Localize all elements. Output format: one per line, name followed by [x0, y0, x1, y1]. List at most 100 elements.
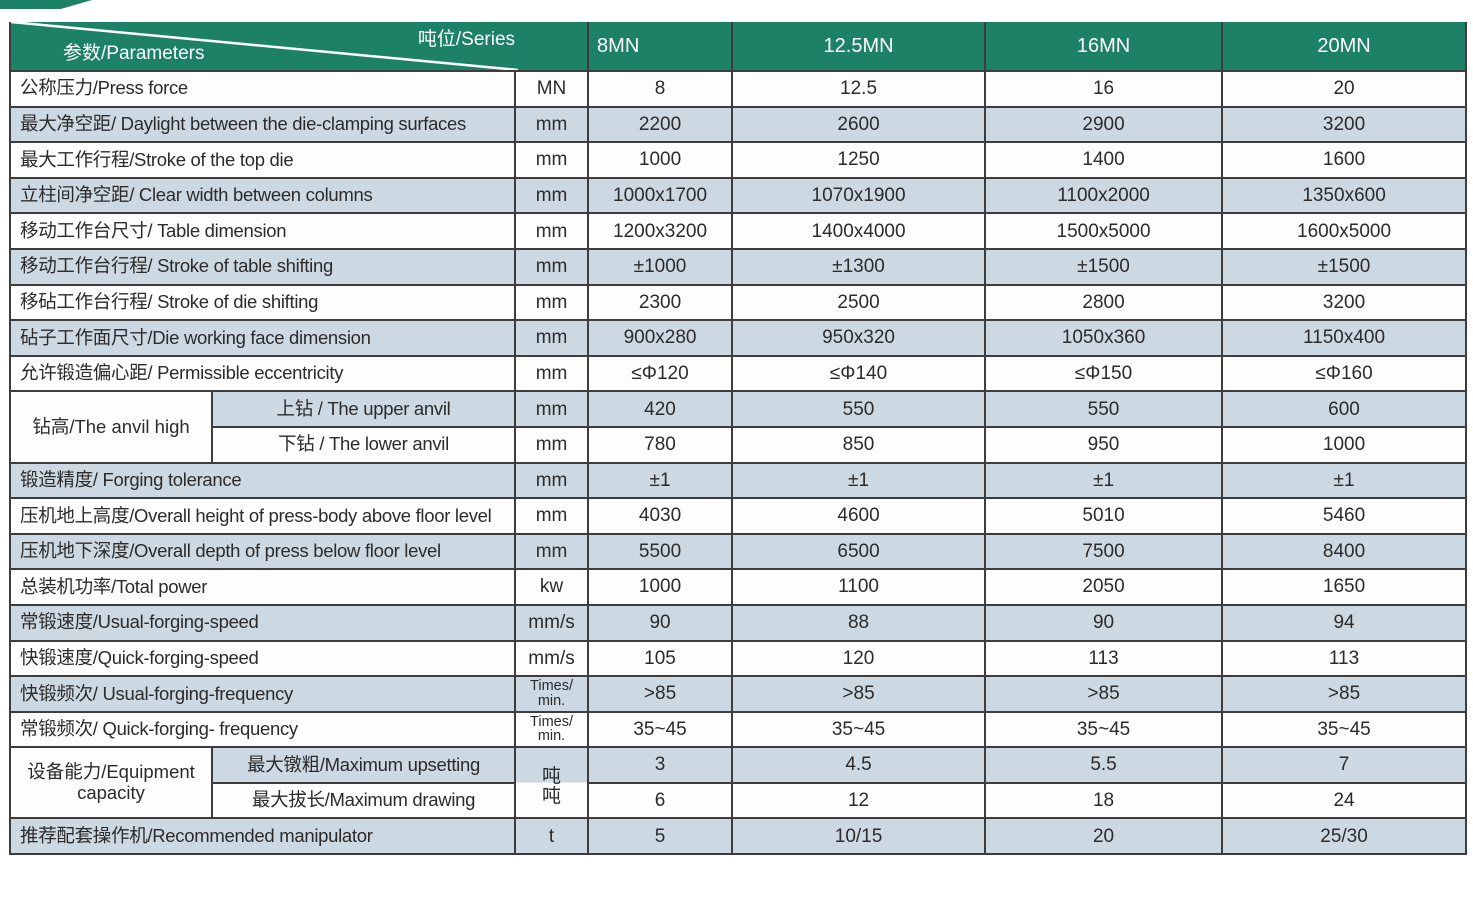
value-cell: 3200: [1221, 105, 1468, 144]
value-cell: 420: [587, 390, 734, 428]
value-cell: 550: [984, 390, 1224, 428]
value-cell: 1200x3200: [587, 212, 734, 250]
value-cell: 2800: [984, 283, 1224, 322]
value-cell: 950x320: [731, 319, 987, 357]
value-cell: ≤Φ150: [984, 354, 1224, 393]
value-cell: 25/30: [1221, 817, 1468, 856]
value-cell: 1000: [587, 568, 734, 606]
param-label: 快锻速度/Quick-forging-speed: [9, 639, 516, 678]
table-row: 压机地上高度/Overall height of press-body abov…: [9, 497, 1468, 535]
value-cell: 600: [1221, 390, 1468, 428]
value-cell: >85: [731, 675, 987, 713]
value-cell: ±1: [587, 461, 734, 500]
unit-cell: mm: [513, 319, 590, 357]
param-label: 总装机功率/Total power: [9, 568, 516, 606]
value-cell: ±1500: [984, 247, 1224, 286]
param-label: 立柱间净空距/ Clear width between columns: [9, 176, 516, 215]
header-diagonal-cell: 吨位/Series 参数/Parameters: [8, 22, 590, 72]
value-cell: 2600: [731, 105, 987, 144]
param-label: 最大净空距/ Daylight between the die-clamping…: [9, 105, 516, 144]
value-cell: 3: [587, 746, 734, 784]
value-cell: 16: [984, 70, 1224, 108]
spec-table: 吨位/Series 参数/Parameters 8MN 12.5MN 16MN …: [8, 22, 1468, 856]
value-cell: 12: [731, 781, 987, 820]
value-cell: 900x280: [587, 319, 734, 357]
value-cell: 5500: [587, 532, 734, 571]
value-cell: 1500x5000: [984, 212, 1224, 250]
value-cell: >85: [984, 675, 1224, 713]
table-row: 砧子工作面尺寸/Die working face dimension mm 900x…: [9, 319, 1468, 357]
table-row: 最大工作行程/Stroke of the top die mm 1000 1250 14…: [9, 141, 1468, 179]
value-cell: 24: [1221, 781, 1468, 820]
value-cell: 18: [984, 781, 1224, 820]
value-cell: 1100x2000: [984, 176, 1224, 215]
value-cell: 2050: [984, 568, 1224, 606]
value-cell: 4.5: [731, 746, 987, 784]
unit-cell: t: [513, 817, 590, 856]
sub-param-label: 最大镦粗/Maximum upsetting: [211, 746, 516, 784]
value-cell: 8: [587, 70, 734, 108]
value-cell: 8400: [1221, 532, 1468, 571]
value-cell: 7500: [984, 532, 1224, 571]
value-cell: 120: [731, 639, 987, 678]
param-label: 允许锻造偏心距/ Permissible eccentricity: [9, 354, 516, 393]
value-cell: 2500: [731, 283, 987, 322]
table-row: 快锻频次/ Usual-forging-frequency Times/min. >…: [9, 675, 1468, 713]
value-cell: ±1500: [1221, 247, 1468, 286]
value-cell: 1000: [1221, 425, 1468, 464]
table-row: 允许锻造偏心距/ Permissible eccentricity mm ≤Φ120…: [9, 354, 1468, 393]
header-row: 吨位/Series 参数/Parameters 8MN 12.5MN 16MN …: [8, 22, 1468, 72]
group-label: 钻高/The anvil high: [9, 390, 213, 464]
sub-param-label: 最大拔长/Maximum drawing: [211, 781, 516, 820]
value-cell: 1000x1700: [587, 176, 734, 215]
value-cell: 1070x1900: [731, 176, 987, 215]
series-header-label: 吨位/Series: [417, 29, 516, 50]
table-row: 钻高/The anvil high 上钻 / The upper anvil mm 4…: [9, 390, 1468, 464]
unit-cell: mm: [513, 354, 590, 393]
unit-cell: MN: [513, 70, 590, 108]
value-cell: ≤Φ120: [587, 354, 734, 393]
param-label: 砧子工作面尺寸/Die working face dimension: [9, 319, 516, 357]
unit-cell: mm: [513, 425, 590, 464]
param-label: 常锻频次/ Quick-forging- frequency: [9, 710, 516, 749]
value-cell: 1350x600: [1221, 176, 1468, 215]
unit-cell: mm: [513, 497, 590, 535]
value-cell: 35~45: [984, 710, 1224, 749]
sub-param-label: 下钻 / The lower anvil: [211, 425, 516, 464]
unit-cell: mm: [513, 176, 590, 215]
value-cell: 2300: [587, 283, 734, 322]
unit-cell: kw: [513, 568, 590, 606]
value-cell: 105: [587, 639, 734, 678]
value-cell: 88: [731, 603, 987, 642]
table-row: 压机地下深度/Overall depth of press below floo…: [9, 532, 1468, 571]
table-row: 立柱间净空距/ Clear width between columns mm 100…: [9, 176, 1468, 215]
value-cell: 20: [1221, 70, 1468, 108]
value-cell: 5460: [1221, 497, 1468, 535]
value-cell: 850: [731, 425, 987, 464]
spec-table-body: 公称压力/Press force MN 8 12.5 16 20 最大净空距/ Daylig…: [9, 70, 1468, 856]
value-cell: 35~45: [1221, 710, 1468, 749]
value-cell: 1150x400: [1221, 319, 1468, 357]
value-cell: 4600: [731, 497, 987, 535]
column-header-16mn: 16MN: [984, 22, 1224, 72]
table-row: 移动工作台行程/ Stroke of table shifting mm ±1000…: [9, 247, 1468, 286]
param-label: 移砧工作台行程/ Stroke of die shifting: [9, 283, 516, 322]
column-header-20mn: 20MN: [1221, 22, 1468, 72]
unit-cell: mm: [513, 532, 590, 571]
value-cell: ≤Φ160: [1221, 354, 1468, 393]
value-cell: 1400x4000: [731, 212, 987, 250]
unit-cell: mm: [513, 105, 590, 144]
value-cell: 7: [1221, 746, 1468, 784]
sub-param-label: 上钻 / The upper anvil: [211, 390, 516, 428]
table-row: 下钻 / The lower anvil mm 780 850 950 1000: [10, 425, 1468, 464]
column-header-12-5mn: 12.5MN: [731, 22, 987, 72]
param-label: 快锻频次/ Usual-forging-frequency: [9, 675, 516, 713]
value-cell: 90: [984, 603, 1224, 642]
value-cell: >85: [587, 675, 734, 713]
unit-cell: mm/s: [513, 603, 590, 642]
unit-cell: mm: [513, 390, 590, 428]
diagonal-divider-line: [12, 22, 519, 69]
param-label: 推荐配套操作机/Recommended manipulator: [9, 817, 516, 856]
value-cell: 1400: [984, 141, 1224, 179]
